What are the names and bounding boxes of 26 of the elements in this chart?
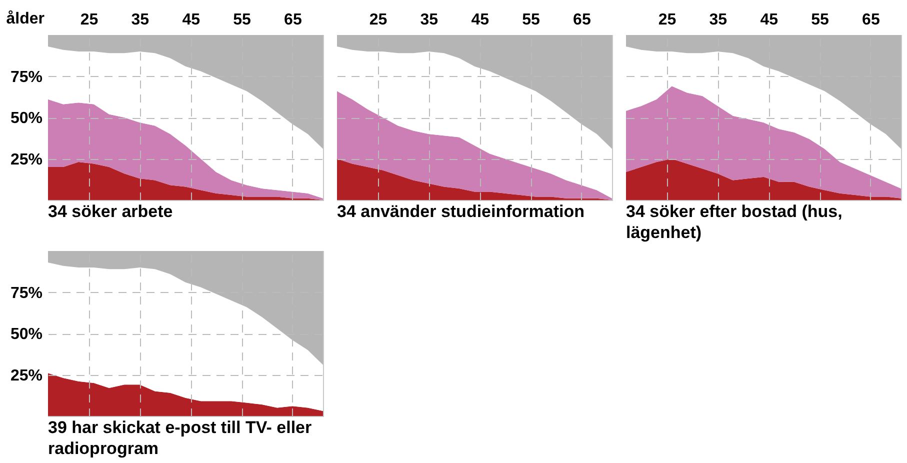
x-tick-label: 25 [658, 12, 676, 28]
text: 34 söker arbete [48, 202, 173, 221]
x-tick-label: 65 [284, 12, 302, 28]
x-tick-label: 65 [862, 12, 880, 28]
y-tick-label: 25% [10, 367, 42, 384]
text: 34 använder studieinformation [337, 202, 584, 221]
y-tick-label: 25% [10, 151, 42, 168]
x-axis-title: ålder [6, 10, 44, 28]
x-tick-label: 55 [811, 12, 830, 28]
x-tick-label: 45 [471, 12, 490, 28]
x-tick-label: 45 [760, 12, 778, 28]
text: 39 har skickat e-post till TV- eller radioprogram [48, 418, 312, 458]
y-tick-label: 75% [10, 68, 42, 86]
x-tick-label: 25 [80, 12, 98, 28]
x-tick-label: 25 [369, 12, 388, 28]
x-tick-label: 55 [233, 12, 252, 28]
x-tick-label: 35 [709, 12, 728, 28]
x-tick-label: 35 [131, 12, 150, 28]
y-tick-label: 50% [10, 326, 42, 343]
y-tick-label: 50% [10, 110, 42, 127]
y-tick-label: 75% [10, 284, 42, 302]
x-tick-label: 55 [522, 12, 540, 28]
text: 34 söker efter bostad (hus, lägenhet) [626, 202, 842, 242]
x-tick-label: 65 [573, 12, 591, 28]
x-tick-label: 35 [420, 12, 438, 28]
x-tick-label: 45 [182, 12, 200, 28]
